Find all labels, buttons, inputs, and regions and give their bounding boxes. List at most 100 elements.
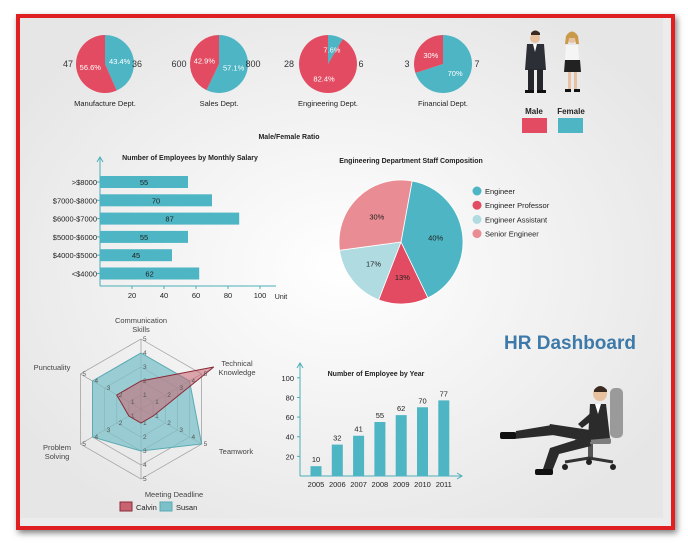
radar-ring-label: 3: [143, 448, 147, 455]
radar-axis-label: Knowledge: [218, 368, 255, 377]
radar-ring-label: 4: [95, 434, 99, 441]
bar-value-label: 77: [440, 389, 448, 398]
dept-label: Financial Dept.: [418, 99, 468, 108]
composition-slice-label: 17%: [366, 260, 381, 269]
pie-slice-male: [414, 35, 443, 73]
legend-swatch: [472, 214, 482, 224]
female-figure-icon: [564, 31, 581, 92]
y-axis-arrow: [296, 362, 304, 369]
y-tick-label: 100: [281, 374, 294, 383]
bar-value-label: 70: [152, 196, 160, 205]
radar-ring-label: 2: [119, 420, 123, 427]
radar-series-calvin: [116, 366, 215, 424]
bar: [100, 230, 188, 243]
radar-axis-label: Problem: [43, 443, 71, 452]
male-count: 600: [171, 59, 186, 69]
pie-slice-label: 57.1%: [223, 63, 245, 72]
year-chart-title: Number of Employee by Year: [328, 371, 425, 378]
radar-legend-swatch: [119, 501, 133, 512]
pie-slice-female: [206, 35, 248, 93]
legend-label: Engineer Assistant: [485, 215, 548, 224]
pie-slice-label: 82.4%: [313, 74, 335, 83]
bar-value-label: 41: [354, 425, 362, 434]
radar-ring-label: 5: [204, 371, 208, 378]
x-unit-label: Unit: [275, 294, 288, 301]
radar-axis-label: Skills: [132, 325, 150, 334]
dashboard-title: HR Dashboard: [504, 333, 636, 354]
x-tick-label: 2006: [329, 480, 346, 489]
bar: [100, 267, 200, 280]
y-tick-label: 60: [286, 413, 294, 422]
radar-ring-label: 2: [143, 434, 147, 441]
bar: [353, 435, 365, 476]
bar: [438, 400, 450, 476]
male-count: 3: [404, 59, 409, 69]
male-count: 28: [284, 59, 294, 69]
pie-slice-label: 7.6%: [323, 46, 340, 55]
radar-ring-label: 5: [143, 336, 147, 343]
radar-ring-label: 3: [179, 385, 183, 392]
radar-ring-label: 3: [107, 427, 111, 434]
bar: [100, 249, 172, 262]
legend-swatch: [472, 229, 482, 239]
legend-female-swatch: [558, 118, 583, 133]
category-label: $5000-$6000: [53, 233, 97, 242]
legend-label: Engineer Professor: [485, 201, 550, 210]
female-count: 6: [358, 59, 363, 69]
pie-slice-female: [415, 35, 472, 93]
pie-slice-male: [299, 35, 357, 93]
radar-ring-label: 5: [82, 441, 86, 448]
radar-ring-label: 4: [191, 378, 195, 385]
bar: [331, 444, 343, 476]
pie-slice-female: [105, 35, 134, 91]
x-tick-label: 2005: [308, 480, 325, 489]
year-bar-chart: 20 40 60 80 100 10 2005 32 2006 41 2007 55 2008 62 200…: [281, 362, 463, 489]
composition-slice: [339, 241, 402, 301]
radar-ring-label: 3: [107, 385, 111, 392]
legend-label: Senior Engineer: [485, 230, 539, 239]
bar-value-label: 55: [140, 233, 148, 242]
bar-value-label: 62: [145, 270, 153, 279]
businessman-chair-icon: [500, 386, 623, 475]
male-count: 47: [63, 59, 73, 69]
x-tick-label: 20: [128, 291, 136, 300]
bar: [310, 466, 322, 476]
radar-ring-label: 2: [167, 420, 171, 427]
bar: [100, 194, 212, 207]
composition-pie-chart: 40% 13% 17% 30% Engineer Engineer Professor En…: [338, 179, 550, 305]
legend-swatch: [472, 200, 482, 210]
x-tick-label: 2011: [436, 480, 452, 489]
composition-slice: [400, 180, 464, 299]
x-tick-label: 100: [254, 291, 267, 300]
radar-ring-label: 2: [167, 392, 171, 399]
x-tick-label: 60: [192, 291, 200, 300]
bar: [417, 407, 428, 476]
x-tick-label: 2008: [372, 480, 389, 489]
x-tick-label: 80: [224, 291, 232, 300]
y-tick-label: 80: [286, 393, 294, 402]
bar-value-label: 32: [333, 434, 341, 443]
bar-value-label: 55: [376, 411, 384, 420]
pie-slice-female: [328, 35, 343, 64]
bar: [100, 212, 240, 225]
pie-slice-label: 70%: [448, 69, 463, 78]
composition-slice-label: 40%: [428, 233, 443, 242]
radar-ring-label: 1: [155, 413, 159, 420]
radar-axis-label: Solving: [45, 452, 70, 461]
radar-axis-label: Punctuality: [34, 363, 71, 372]
radar-legend-swatch: [159, 501, 173, 512]
dept-label: Manufacture Dept.: [74, 99, 136, 108]
radar-axis-label: Meeting Deadline: [145, 490, 203, 499]
radar-ring-label: 3: [143, 364, 147, 371]
bar: [100, 176, 188, 188]
x-tick-label: 2010: [414, 480, 431, 489]
radar-ring-label: 1: [131, 399, 135, 406]
category-label: >$8000: [72, 178, 97, 187]
legend-female-label: Female: [557, 107, 585, 116]
radar-axis-label: Technical: [221, 359, 253, 368]
pie-slice-male: [190, 35, 219, 91]
category-label: $7000-$8000: [53, 196, 97, 205]
radar-ring-label: 5: [82, 371, 86, 378]
